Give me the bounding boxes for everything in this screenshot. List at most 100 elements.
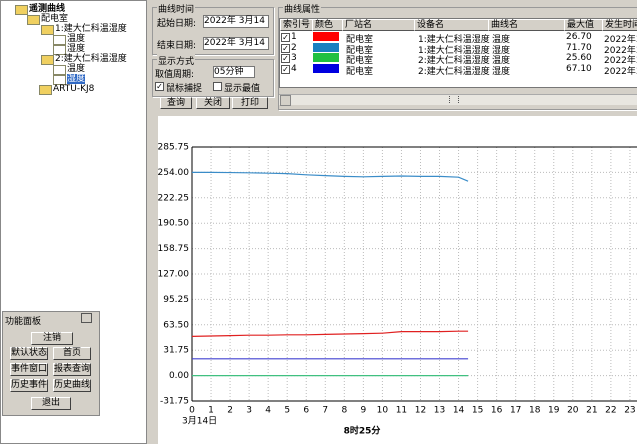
row-color bbox=[313, 32, 339, 41]
row-max: 25.60 bbox=[566, 53, 592, 63]
x-tick-label: 13 bbox=[434, 406, 445, 416]
tree-icon bbox=[27, 15, 40, 25]
tree-item[interactable]: 1:建大仁科温湿度 bbox=[55, 24, 127, 34]
field-label: 结束日期: bbox=[157, 41, 197, 51]
h-scrollbar[interactable] bbox=[279, 94, 637, 106]
row-device: 1:建大仁科温湿度 bbox=[418, 35, 490, 45]
panel-button[interactable]: 报表查询 bbox=[53, 363, 91, 376]
tree-item[interactable]: ARTU-KJ8 bbox=[53, 84, 95, 94]
row-device: 2:建大仁科温湿度 bbox=[418, 66, 490, 77]
row-checkbox[interactable]: ✓ bbox=[281, 43, 290, 53]
row-index: 3 bbox=[291, 53, 297, 63]
row-curve: 温度 bbox=[492, 56, 511, 66]
tree-icon bbox=[15, 5, 28, 15]
checkbox[interactable] bbox=[213, 82, 222, 91]
row-station: 配电室 bbox=[346, 66, 374, 77]
y-tick-label: 63.50 bbox=[163, 320, 189, 330]
scroll-thumb[interactable] bbox=[449, 96, 459, 103]
close-icon bbox=[81, 313, 92, 323]
panel-button[interactable]: 注销 bbox=[31, 332, 73, 345]
row-checkbox[interactable]: ✓ bbox=[281, 54, 290, 63]
panel-button[interactable]: 退出 bbox=[31, 397, 71, 410]
row-index: 1 bbox=[291, 32, 297, 42]
y-tick-label: 0.00 bbox=[169, 371, 189, 381]
row-checkbox[interactable]: ✓ bbox=[281, 33, 290, 42]
x-tick-label: 11 bbox=[396, 406, 407, 416]
tree-icon bbox=[41, 55, 54, 65]
field-label: 起始日期: bbox=[157, 19, 197, 29]
date-picker[interactable]: 2022年 3月14 bbox=[203, 37, 269, 50]
date-label: 3月14日 bbox=[182, 416, 217, 427]
row-color bbox=[313, 63, 339, 73]
checkbox-label: 显示最值 bbox=[224, 84, 261, 94]
action-button[interactable]: 关闭 bbox=[196, 97, 230, 109]
checkbox[interactable]: ✓ bbox=[155, 82, 164, 91]
row-checkbox[interactable]: ✓ bbox=[281, 64, 290, 74]
row-max: 26.70 bbox=[566, 32, 592, 42]
x-tick-label: 16 bbox=[491, 406, 503, 416]
row-station: 配电室 bbox=[346, 45, 374, 56]
tree-item[interactable]: 遥测曲线 bbox=[29, 4, 66, 14]
tree-icon bbox=[53, 35, 66, 45]
row-station: 配电室 bbox=[346, 35, 374, 45]
tree-item[interactable]: 配电室 bbox=[41, 14, 69, 24]
tree-icon bbox=[53, 65, 66, 75]
period-select[interactable]: 05分钟 bbox=[213, 66, 255, 78]
panel-button[interactable]: 事件窗口 bbox=[10, 363, 48, 376]
panel-button[interactable]: 默认状态 bbox=[10, 347, 48, 360]
panel-button[interactable]: 历史曲线 bbox=[53, 379, 91, 392]
row-max: 71.70 bbox=[566, 42, 592, 53]
column-header: 设备名 bbox=[414, 19, 489, 31]
tree-item[interactable]: 湿度 bbox=[67, 74, 86, 84]
x-tick-label: 12 bbox=[415, 406, 426, 416]
x-tick-label: 19 bbox=[548, 406, 560, 416]
row-color bbox=[313, 53, 339, 62]
table: 索引号 颜色 厂站名 设备名 曲线名 最大值 发生时间 ✓ 1 配电室 1:建大仁科温湿度 温度 26.… bbox=[279, 18, 637, 88]
group-title: 曲线属性 bbox=[283, 2, 322, 15]
tree-item[interactable]: 温度 bbox=[67, 34, 86, 44]
row-station: 配电室 bbox=[346, 56, 374, 66]
scroll-arrow[interactable] bbox=[280, 95, 291, 106]
column-header: 最大值 bbox=[564, 19, 603, 31]
x-tick-label: 17 bbox=[510, 406, 521, 416]
data-line bbox=[192, 171, 469, 182]
x-axis-label: 8时25分 bbox=[344, 425, 381, 437]
x-tick-label: 18 bbox=[529, 406, 541, 416]
panel-button[interactable]: 历史事件 bbox=[10, 379, 48, 392]
x-tick-label: 5 bbox=[284, 406, 290, 416]
tree-item[interactable]: 2:建大仁科温湿度 bbox=[55, 54, 127, 64]
column-header: 厂站名 bbox=[342, 19, 415, 31]
action-button[interactable]: 打印 bbox=[232, 97, 268, 109]
x-tick-label: 15 bbox=[472, 406, 483, 416]
x-tick-label: 10 bbox=[377, 406, 389, 416]
y-tick-label: 222.25 bbox=[158, 193, 189, 203]
row-index: 2 bbox=[291, 42, 297, 53]
y-tick-label: 95.25 bbox=[163, 295, 189, 305]
chart-panel: -31.75 0.00 31.75 63.50 95.25 127.00 158.75 190… bbox=[158, 116, 637, 444]
tree-item[interactable]: 温度 bbox=[67, 64, 86, 74]
y-tick-label: 285.75 bbox=[158, 143, 189, 153]
curve-props-group: 曲线属性 索引号 颜色 厂站名 设备名 曲线名 最大值 发生时间 ✓ 1 配电室 1:建大仁科温湿度温… bbox=[278, 2, 637, 110]
x-tick-label: 22 bbox=[605, 406, 616, 416]
display-group: 显示方式 取值周期: 05分钟 ✓ 鼠标捕捉 显示最值 bbox=[152, 54, 274, 97]
tree-item[interactable]: 湿度 bbox=[67, 44, 86, 54]
column-header: 发生时间 bbox=[602, 19, 637, 31]
tree-icon bbox=[39, 85, 52, 95]
panel-button[interactable]: 首页 bbox=[53, 347, 91, 360]
panel-title: 功能面板 bbox=[5, 317, 42, 327]
y-tick-label: -31.75 bbox=[160, 397, 189, 407]
action-button[interactable]: 查询 bbox=[160, 97, 192, 109]
x-tick-label: 4 bbox=[265, 406, 271, 416]
x-tick-label: 7 bbox=[322, 406, 328, 416]
group-title: 显示方式 bbox=[157, 54, 196, 67]
function-panel: 功能面板注销默认状态 首页 事件窗口 报表查询 历史事件 历史曲线退出 bbox=[2, 311, 100, 416]
time-group: 曲线时间 起始日期: 2022年 3月14 结束日期: 2022年 3月14 bbox=[152, 2, 274, 55]
tree-icon bbox=[53, 45, 66, 55]
x-tick-label: 1 bbox=[208, 406, 214, 416]
y-tick-label: 31.75 bbox=[163, 346, 189, 356]
date-picker[interactable]: 2022年 3月14 bbox=[203, 15, 269, 28]
field-label: 取值周期: bbox=[155, 70, 195, 80]
